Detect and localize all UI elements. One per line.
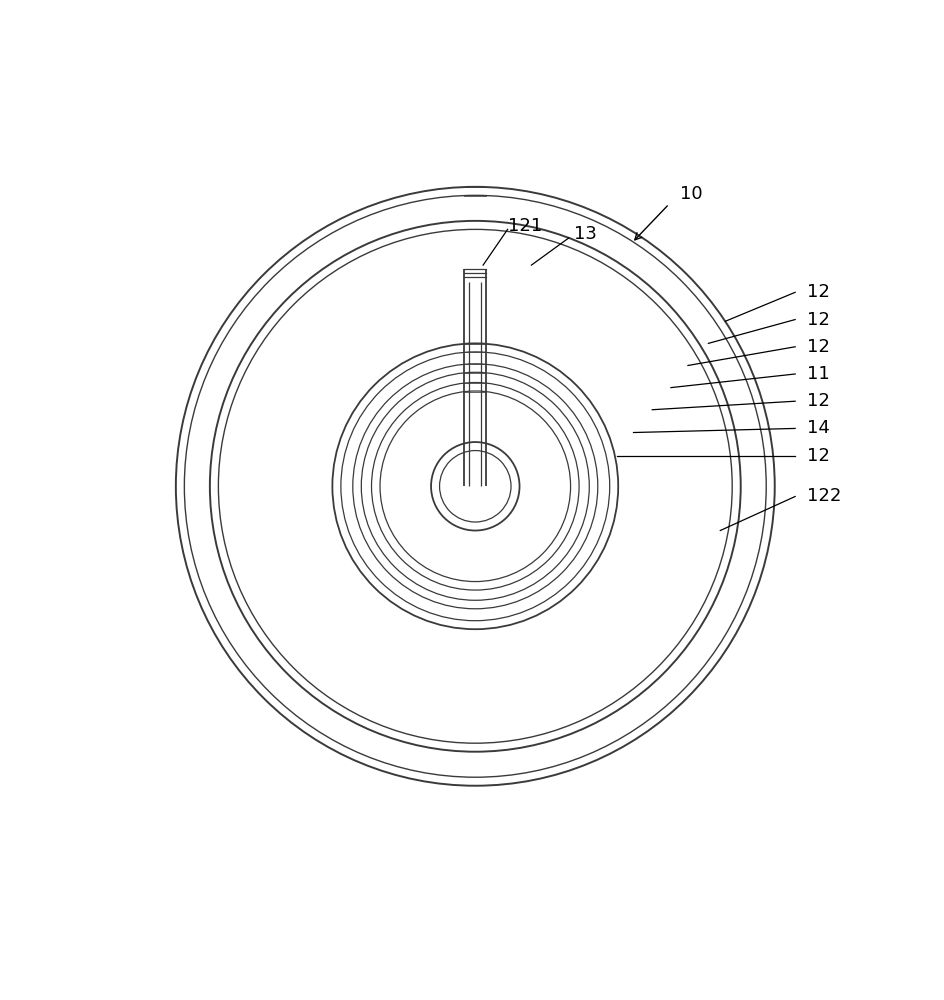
Text: 14: 14 <box>807 419 830 437</box>
Text: 10: 10 <box>680 185 702 203</box>
Text: 121: 121 <box>508 217 542 235</box>
Text: 12: 12 <box>807 311 830 329</box>
Text: 13: 13 <box>574 225 597 243</box>
Text: 11: 11 <box>807 365 830 383</box>
Text: 122: 122 <box>807 487 841 505</box>
Text: 12: 12 <box>807 447 830 465</box>
Text: 12: 12 <box>807 283 830 301</box>
Text: 12: 12 <box>807 338 830 356</box>
Text: 12: 12 <box>807 392 830 410</box>
